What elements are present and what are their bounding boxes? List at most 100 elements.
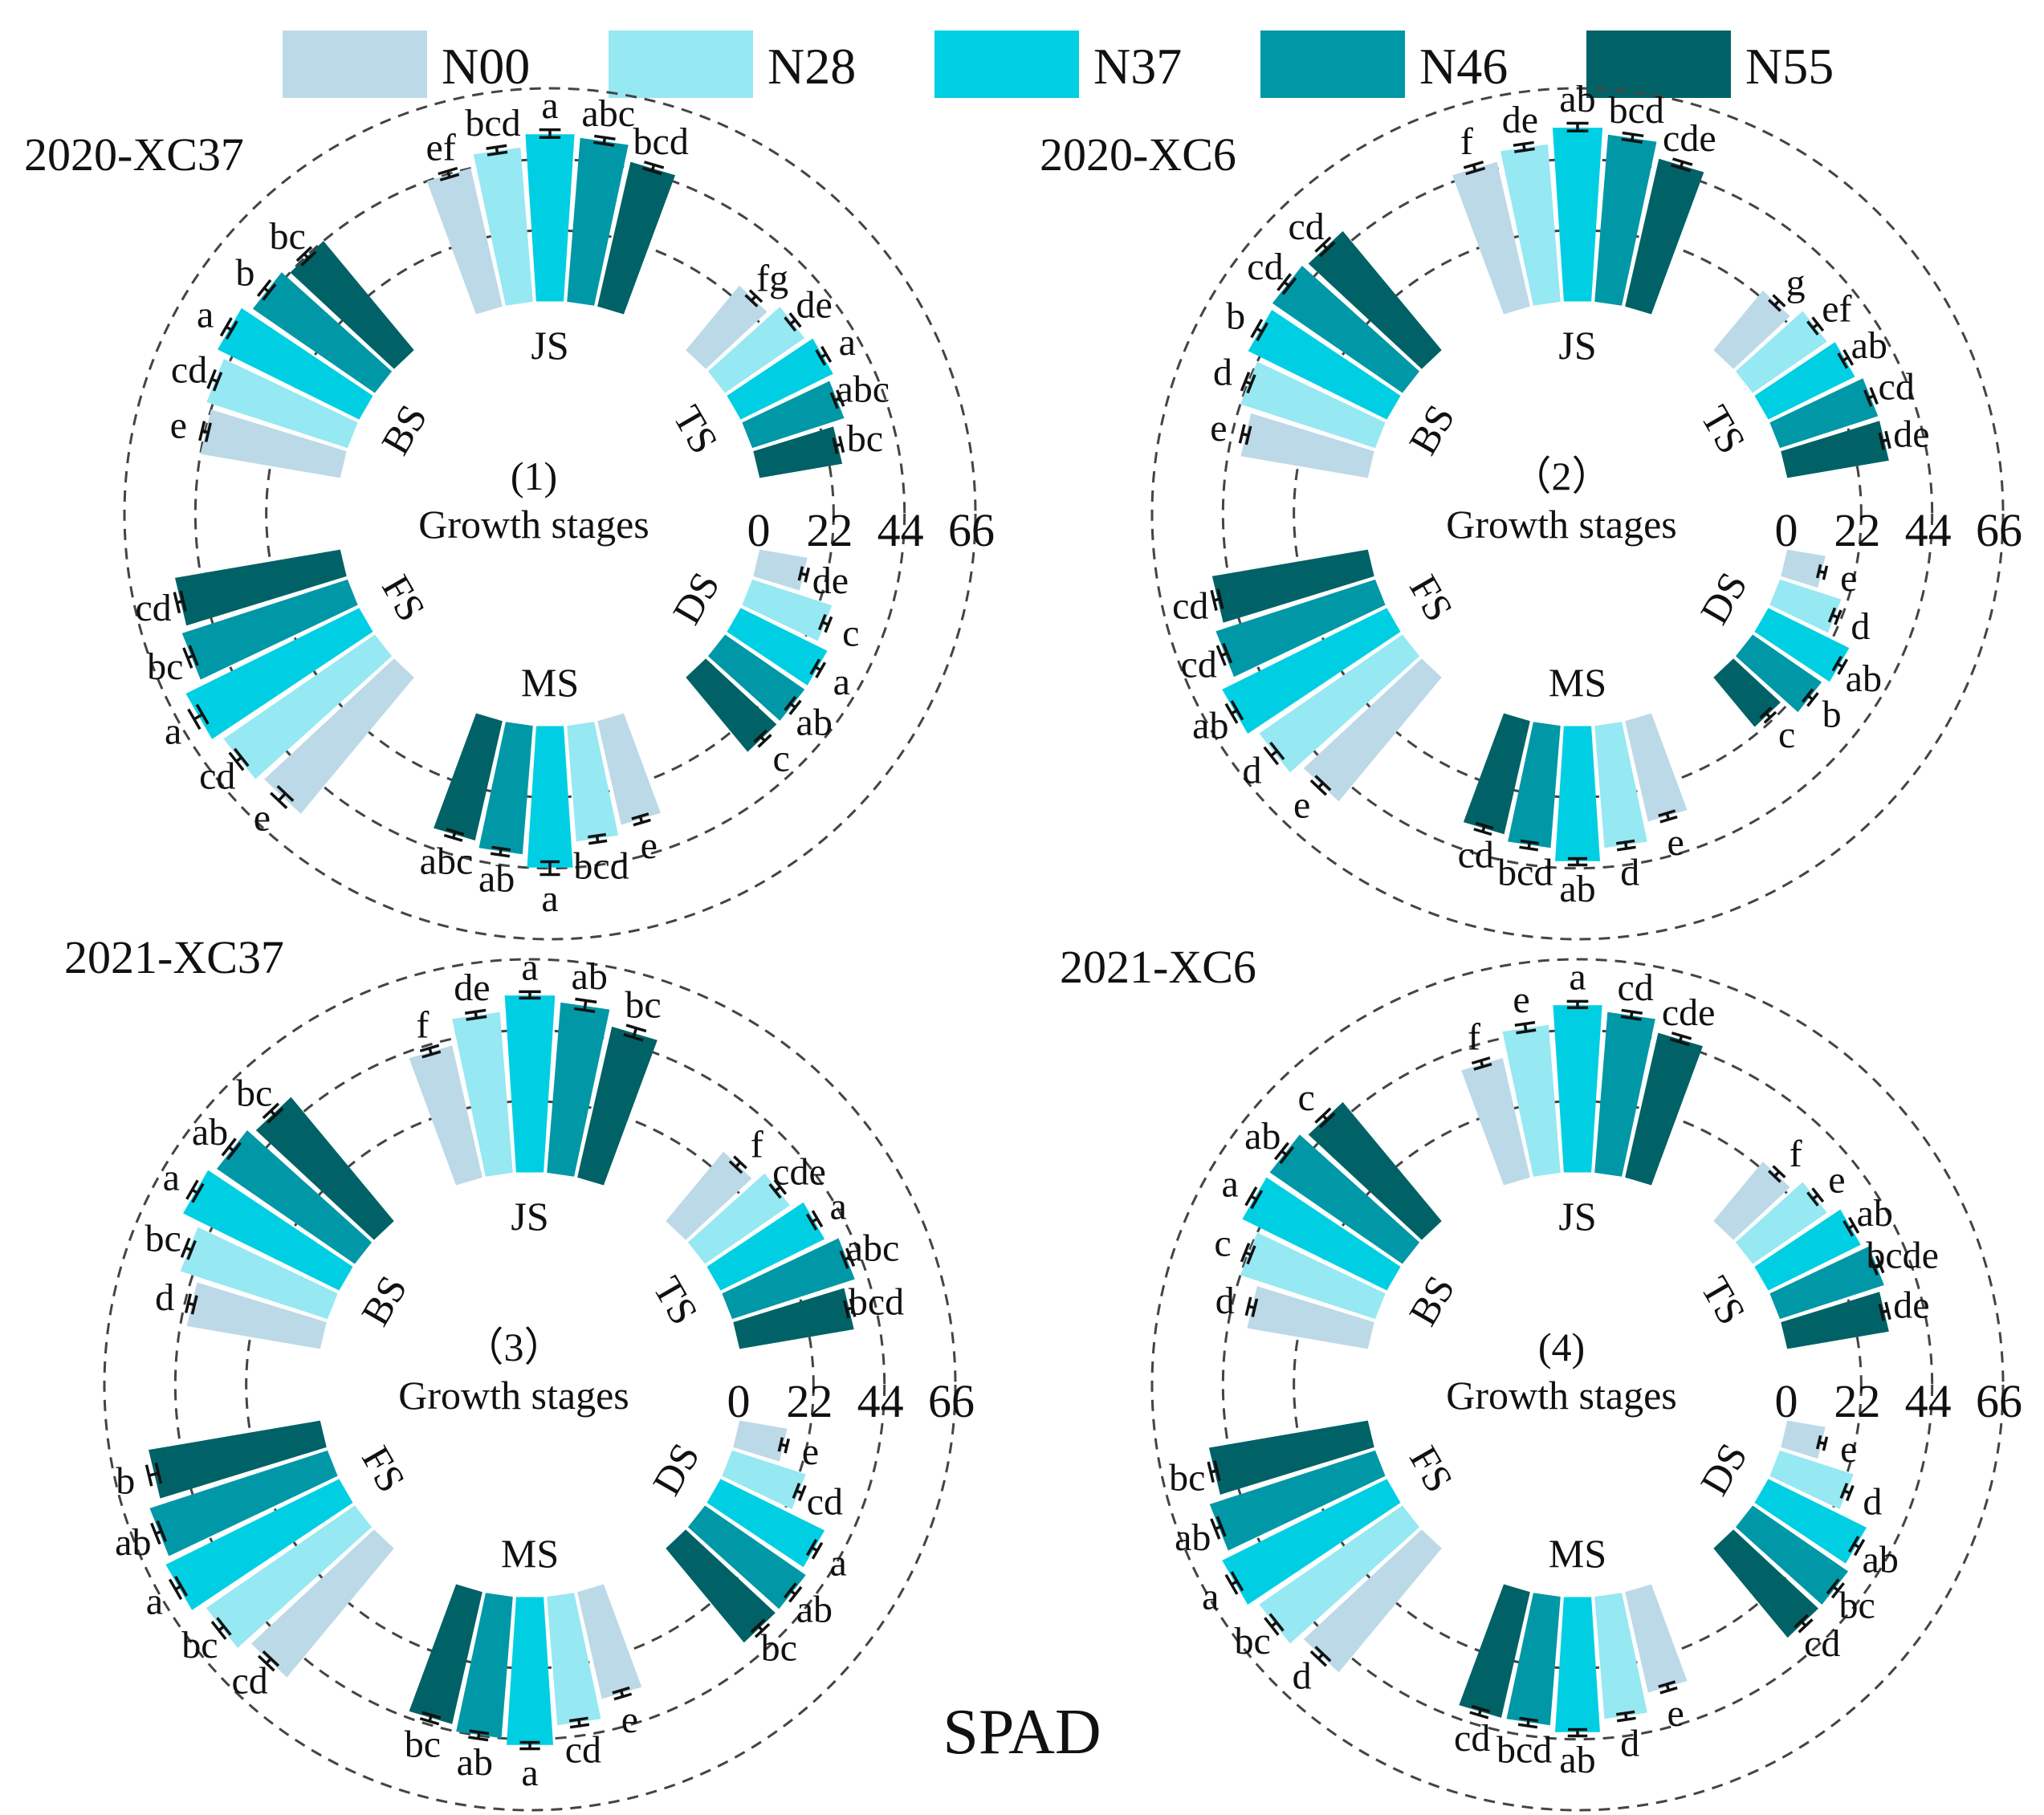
error-cap (270, 792, 288, 809)
radial-tick-label: 66 (928, 1375, 975, 1427)
stage-label: BS (1400, 397, 1464, 462)
error-cap (1520, 839, 1540, 845)
bar-ts-n46 (722, 1238, 855, 1320)
bar-ds-n00 (1781, 549, 1826, 588)
stage-label: JS (1558, 323, 1596, 368)
error-cap (839, 1250, 849, 1269)
error-cap (817, 613, 827, 631)
error-cap (1620, 1015, 1642, 1021)
significance-letter: f (1790, 1133, 1802, 1175)
stage-label: TS (645, 1269, 707, 1333)
error-cap (173, 592, 181, 614)
significance-letter: de (1893, 413, 1929, 455)
grid-circle-44 (1221, 1028, 1934, 1741)
error-cap (262, 1650, 280, 1667)
significance-letter: d (1620, 851, 1639, 893)
error-cap (1794, 1614, 1809, 1629)
significance-letter: bc (236, 1072, 272, 1114)
bar-ds-n46 (707, 634, 805, 721)
error-cap (613, 1692, 633, 1701)
error-cap (443, 833, 463, 842)
bar-js-n46 (1594, 1011, 1655, 1177)
significance-letter: bcd (849, 1281, 904, 1324)
bar-js-n55 (597, 161, 676, 315)
bar-ds-n00 (753, 549, 808, 591)
bar-fs-n37 (1222, 1479, 1401, 1605)
grid-circle-66 (123, 87, 977, 941)
error-cap (1473, 828, 1492, 836)
error-cap (1210, 1518, 1221, 1540)
bar-js-n00 (409, 1045, 482, 1186)
error-cap (1469, 1711, 1489, 1719)
significance-letter: bcd (1497, 851, 1553, 893)
significance-letter: b (235, 252, 254, 295)
error-cap (1622, 131, 1644, 138)
error-cap (446, 828, 465, 836)
significance-letter: e (621, 1699, 638, 1741)
error-cap (1822, 1436, 1829, 1451)
bar-ds-n00 (733, 1420, 788, 1462)
significance-letter: de (1502, 99, 1538, 141)
bar-bs-n00 (1247, 1286, 1374, 1349)
bar-fs-n46 (149, 1450, 338, 1557)
error-cap (1281, 277, 1297, 295)
grid-circle-66 (1150, 87, 2005, 941)
bar-js-n28 (1502, 1024, 1561, 1177)
bar-fs-n28 (1259, 1505, 1420, 1644)
bar-ms-n00 (1625, 713, 1688, 822)
error-cap (1767, 1170, 1781, 1183)
error-cap (1837, 352, 1849, 369)
stage-label: TS (665, 398, 727, 462)
bar-js-n46 (547, 1002, 610, 1177)
error-cap (1659, 1686, 1678, 1695)
significance-letter: bc (181, 1624, 218, 1666)
significance-letter: a (197, 294, 214, 336)
error-cap (438, 166, 458, 176)
error-cap (1246, 374, 1256, 394)
error-cap (210, 1621, 227, 1640)
error-cap (1767, 299, 1781, 312)
error-cap (811, 1210, 824, 1228)
error-cap (195, 703, 210, 725)
error-cap (267, 1107, 284, 1124)
bar-ts-n46 (1769, 378, 1879, 449)
error-cap (1517, 1723, 1538, 1729)
significance-letter: e (1828, 1158, 1845, 1201)
bar-ts-n28 (1735, 311, 1827, 393)
error-cap (1837, 658, 1849, 675)
error-bar (632, 1028, 638, 1038)
significance-letter: cd (1172, 584, 1208, 627)
stage-label: BS (1400, 1268, 1464, 1333)
bar-fs-n55 (174, 549, 347, 626)
error-cap (225, 320, 238, 340)
significance-letter: ef (425, 127, 455, 169)
error-cap (1621, 1008, 1643, 1015)
error-cap (1815, 1435, 1822, 1450)
significance-letter: e (1513, 979, 1529, 1021)
legend-label-n55: N55 (1745, 38, 1834, 95)
legend-swatch-n37 (934, 31, 1079, 98)
bar-bs-n55 (1308, 1101, 1442, 1240)
bar-fs-n46 (181, 579, 358, 680)
bar-ms-n37 (527, 726, 573, 868)
error-cap (1830, 1582, 1845, 1599)
bar-fs-n37 (1222, 608, 1401, 735)
bar-ds-n55 (666, 1529, 776, 1643)
bar-ts-n55 (753, 426, 843, 478)
legend-swatch-n46 (1260, 31, 1405, 98)
grid-circle-44 (1221, 157, 1934, 870)
error-cap (1869, 387, 1879, 405)
error-cap (145, 1464, 153, 1487)
x-axis-title: SPAD (943, 1697, 1101, 1768)
significance-letter: a (165, 710, 181, 752)
significance-letter: b (1226, 295, 1245, 338)
bar-ts-n37 (1754, 342, 1855, 420)
error-cap (797, 566, 804, 581)
error-cap (805, 1213, 818, 1231)
error-cap (1822, 565, 1829, 580)
